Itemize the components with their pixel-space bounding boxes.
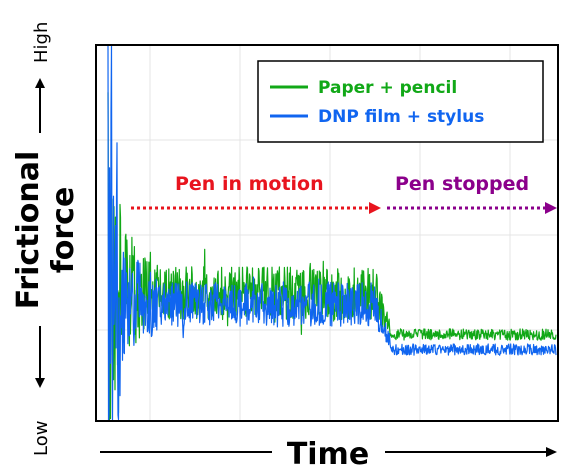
annotation-pen-stopped-arrowhead (545, 202, 557, 214)
annotation-pen-in-motion-arrowhead (369, 202, 381, 214)
x-right-arrowhead (546, 447, 557, 457)
y-high-label: High (31, 22, 52, 63)
legend-label-dnp-film-stylus: DNP film + stylus (318, 107, 484, 127)
y-up-arrowhead (35, 78, 45, 88)
annotation-pen-in-motion: Pen in motion (175, 173, 324, 195)
legend-box (257, 60, 544, 143)
x-axis-label: Time (287, 437, 369, 472)
y-down-arrowhead (35, 378, 45, 388)
series-line-dnp-film-stylus (107, 44, 557, 422)
legend-label-paper-pencil: Paper + pencil (318, 78, 457, 98)
annotation-pen-stopped: Pen stopped (395, 173, 529, 195)
legend: Paper + pencil DNP film + stylus (257, 60, 544, 143)
plot-frame (95, 44, 559, 422)
y-axis-label-line2: force (46, 187, 81, 274)
y-low-label: Low (31, 421, 52, 456)
y-axis-label-line1: Frictional (11, 151, 46, 310)
series-layer (107, 44, 557, 422)
